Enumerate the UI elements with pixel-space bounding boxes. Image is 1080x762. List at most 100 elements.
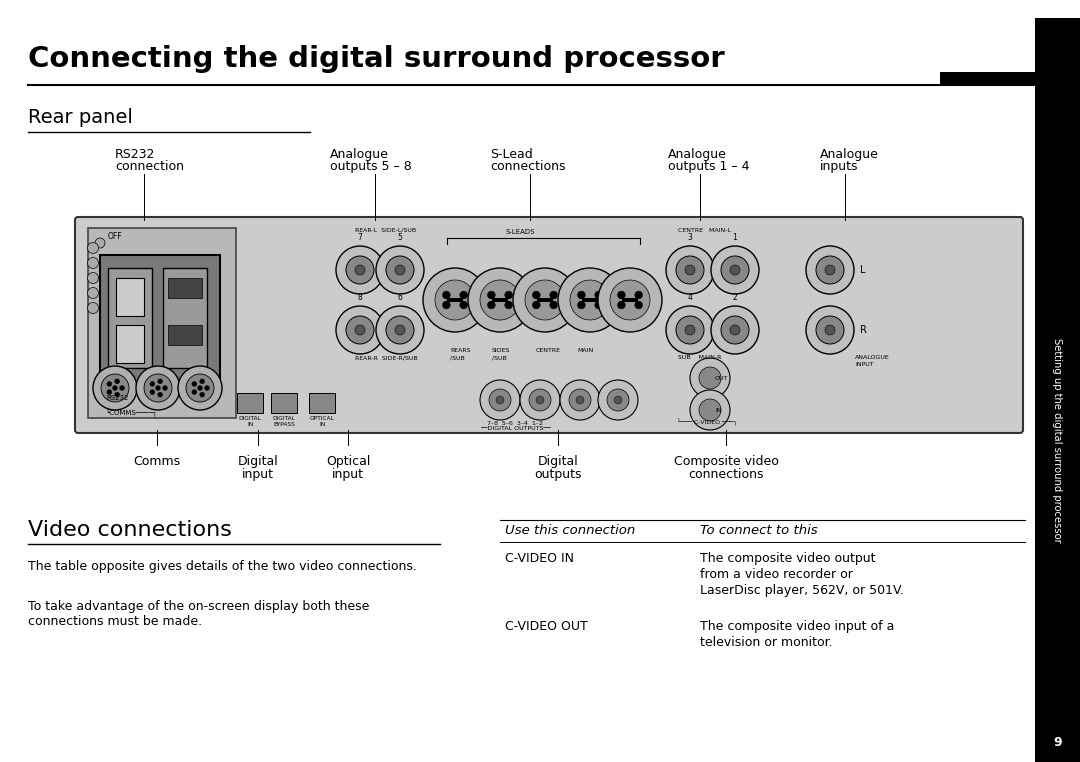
Circle shape	[598, 268, 662, 332]
Circle shape	[192, 389, 197, 395]
Circle shape	[595, 301, 603, 309]
Text: └COMMS────┐: └COMMS────┐	[105, 408, 157, 417]
Text: connections must be made.: connections must be made.	[28, 615, 202, 628]
Circle shape	[468, 268, 532, 332]
Text: from a video recorder or: from a video recorder or	[700, 568, 853, 581]
Circle shape	[666, 246, 714, 294]
Bar	[492, 298, 508, 302]
Circle shape	[825, 325, 835, 335]
Text: outputs: outputs	[535, 468, 582, 481]
Bar	[271, 393, 297, 413]
Circle shape	[699, 367, 721, 389]
Circle shape	[192, 382, 197, 386]
Text: BYPASS: BYPASS	[273, 422, 295, 427]
Circle shape	[200, 392, 205, 397]
Circle shape	[532, 291, 540, 299]
Circle shape	[150, 382, 154, 386]
Bar	[537, 298, 553, 302]
Text: connections: connections	[688, 468, 764, 481]
Text: R: R	[860, 325, 867, 335]
Circle shape	[595, 291, 603, 299]
Text: Use this connection: Use this connection	[505, 524, 635, 537]
Bar	[1035, 0, 1080, 18]
Circle shape	[550, 301, 557, 309]
Text: 7–8  5–6  3–4  1–2: 7–8 5–6 3–4 1–2	[487, 421, 543, 426]
Text: connection: connection	[114, 160, 184, 173]
Circle shape	[480, 380, 519, 420]
Circle shape	[685, 325, 696, 335]
Text: IN: IN	[715, 408, 721, 412]
Circle shape	[87, 258, 98, 268]
Circle shape	[578, 291, 585, 299]
Text: input: input	[332, 468, 364, 481]
Circle shape	[570, 280, 610, 320]
Circle shape	[730, 265, 740, 275]
Circle shape	[525, 280, 565, 320]
Text: Analogue: Analogue	[820, 148, 879, 161]
Circle shape	[635, 291, 643, 299]
Circle shape	[376, 246, 424, 294]
Circle shape	[114, 379, 120, 384]
Text: The composite video output: The composite video output	[700, 552, 876, 565]
Circle shape	[87, 303, 98, 313]
Circle shape	[607, 389, 629, 411]
Text: Video connections: Video connections	[28, 520, 232, 540]
Text: CENTRE: CENTRE	[536, 348, 561, 353]
Text: Digital: Digital	[538, 455, 579, 468]
Text: outputs 5 – 8: outputs 5 – 8	[330, 160, 411, 173]
Text: 1: 1	[732, 233, 738, 242]
Text: S-LEADS: S-LEADS	[505, 229, 535, 235]
Text: 2: 2	[732, 293, 738, 302]
Text: connections: connections	[490, 160, 566, 173]
Text: To connect to this: To connect to this	[700, 524, 818, 537]
Text: inputs: inputs	[820, 160, 859, 173]
Text: 7: 7	[357, 233, 363, 242]
Text: /SUB: /SUB	[492, 356, 507, 361]
Circle shape	[730, 325, 740, 335]
Text: C-VIDEO IN: C-VIDEO IN	[505, 552, 573, 565]
Circle shape	[346, 316, 374, 344]
Circle shape	[144, 374, 172, 402]
Text: └─── C-VIDEO ───┐: └─── C-VIDEO ───┐	[677, 419, 738, 426]
Circle shape	[423, 268, 487, 332]
Text: IN: IN	[319, 422, 325, 427]
Circle shape	[598, 380, 638, 420]
Circle shape	[550, 291, 557, 299]
Bar	[622, 298, 638, 302]
Circle shape	[112, 386, 118, 390]
Circle shape	[532, 301, 540, 309]
Circle shape	[346, 256, 374, 284]
Text: L: L	[860, 265, 865, 275]
Circle shape	[825, 265, 835, 275]
Circle shape	[558, 268, 622, 332]
Text: MAIN: MAIN	[577, 348, 593, 353]
Circle shape	[480, 280, 519, 320]
Bar	[100, 255, 220, 385]
Circle shape	[504, 301, 513, 309]
Circle shape	[610, 280, 650, 320]
Text: DIGITAL: DIGITAL	[239, 416, 261, 421]
Circle shape	[536, 396, 544, 404]
Text: Digital: Digital	[238, 455, 279, 468]
Circle shape	[489, 389, 511, 411]
Bar	[447, 298, 463, 302]
Text: LaserDisc player, 562V, or 501V.: LaserDisc player, 562V, or 501V.	[700, 584, 904, 597]
Circle shape	[198, 386, 203, 390]
Text: input: input	[242, 468, 274, 481]
Text: Setting up the digital surround processor: Setting up the digital surround processo…	[1053, 338, 1063, 543]
Text: Comms: Comms	[134, 455, 180, 468]
Circle shape	[816, 316, 843, 344]
Bar	[87, 228, 237, 418]
Text: DIGITAL: DIGITAL	[272, 416, 296, 421]
Text: ──DIGITAL OUTPUTS──: ──DIGITAL OUTPUTS──	[480, 426, 551, 431]
Text: OPTICAL: OPTICAL	[310, 416, 335, 421]
Text: ANALOGUE
INPUT: ANALOGUE INPUT	[855, 355, 890, 367]
Text: REAR-R  SIDE-R/SUB: REAR-R SIDE-R/SUB	[355, 355, 418, 360]
Circle shape	[699, 399, 721, 421]
Circle shape	[386, 256, 414, 284]
Circle shape	[504, 291, 513, 299]
Circle shape	[355, 265, 365, 275]
Circle shape	[711, 306, 759, 354]
Circle shape	[87, 287, 98, 299]
Circle shape	[102, 374, 129, 402]
